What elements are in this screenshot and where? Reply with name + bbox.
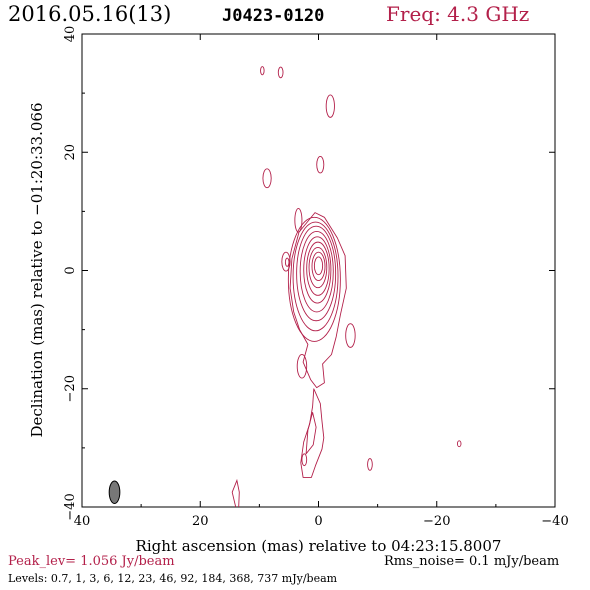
blob-contour (260, 66, 265, 76)
blob-contour (277, 66, 284, 79)
core-contour (303, 236, 332, 304)
core-contour (292, 221, 339, 332)
core-contour (311, 251, 326, 282)
y-tick-label: 0 (63, 266, 78, 274)
y-tick-label: 20 (63, 144, 78, 161)
contour-levels: Levels: 0.7, 1, 3, 6, 12, 23, 46, 92, 18… (8, 572, 338, 585)
core-contour (308, 246, 328, 289)
blob-contour (294, 207, 303, 233)
core-contour (299, 231, 334, 313)
x-axis-label: Right ascension (mas) relative to 04:23:… (136, 537, 502, 555)
contour-lines (231, 66, 462, 508)
frequency-label: Freq: 4.3 GHz (386, 2, 530, 26)
beam-shape (108, 480, 121, 504)
blob-contour (281, 251, 291, 272)
core-contour (306, 241, 330, 296)
tick-labels: 40 20 0 −20 −40 −40 −20 0 20 40 (63, 26, 569, 529)
observation-date: 2016.05.16(13) (8, 2, 172, 26)
x-tick-label: 0 (314, 514, 322, 529)
tail-contour (300, 388, 325, 478)
blob-contour (262, 168, 272, 189)
y-tick-label: −20 (63, 375, 78, 402)
axis-ticks (81, 33, 556, 508)
y-axis-label: Declination (mas) relative to −01:20:33.… (28, 102, 46, 437)
source-name: J0423-0120 (222, 6, 325, 26)
peak-level: Peak_lev= 1.056 Jy/beam (8, 554, 175, 569)
core-contour (287, 216, 341, 342)
blob-contour (325, 94, 335, 118)
y-tick-label: −40 (63, 493, 78, 520)
plot-frame (81, 33, 556, 508)
blob-contour (456, 440, 462, 448)
blob-contour (301, 453, 308, 467)
y-tick-label: 40 (63, 26, 78, 43)
rms-noise: Rms_noise= 0.1 mJy/beam (384, 554, 560, 569)
x-tick-label: −20 (423, 514, 450, 529)
jet-outline-contour (289, 212, 347, 389)
blob-contour (296, 354, 308, 379)
x-tick-label: −40 (541, 514, 568, 529)
blob-contour (367, 458, 373, 471)
blob-contour (345, 323, 356, 348)
x-tick-label: 20 (192, 514, 209, 529)
beam-ellipse (108, 480, 121, 504)
core-contour (313, 256, 324, 276)
tail-inner-contour (305, 411, 317, 455)
blob-contour (284, 257, 290, 267)
x-tick-label: 40 (74, 514, 91, 529)
blob-contour (316, 155, 325, 174)
edge-arc-contour (231, 478, 240, 508)
core-contour (296, 225, 337, 322)
